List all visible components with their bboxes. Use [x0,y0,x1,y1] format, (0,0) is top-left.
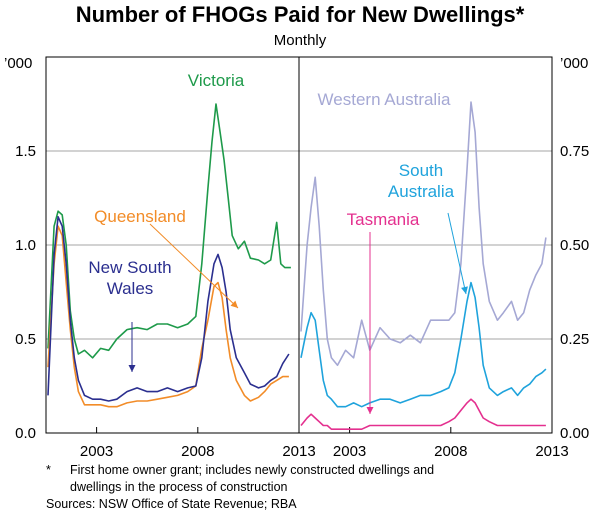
sources-note: Sources: NSW Office of State Revenue; RB… [46,497,297,511]
series-line-queensland [47,225,289,408]
panel-frame [298,56,553,434]
leader-arrowhead [461,286,468,294]
y-tick-label: 0.75 [560,143,589,160]
y-tick-label: 0.25 [560,331,589,348]
series-label-tasmania: Tasmania [347,210,420,229]
x-tick-label: 2013 [282,443,315,460]
chart-panel-right: 0.00 0.25 0.50 0.75 2003 2008 2013 Western Aust… [298,56,589,460]
x-tick-label: 2003 [333,443,366,460]
right-unit-label: ’000 [560,55,588,72]
chart-panels: 0.0 0.5 1.0 1.5 2003 2008 2013 Victoria Queensla… [15,56,589,460]
y-tick-label: 0.0 [15,425,36,442]
series-line-new-south-wales [47,216,290,402]
left-unit-label: ’000 [4,55,32,72]
series-label-new-south-wales: New South [88,258,171,277]
x-tick-label: 2008 [181,443,214,460]
series-label-western-australia: Western Australia [318,90,451,109]
footnote-line-1: First home owner grant; includes newly c… [70,463,434,477]
leader-line [149,223,239,309]
leader-arrowhead [366,407,374,414]
footnote-line-2: dwellings in the process of construction [70,480,288,494]
series-line-western-australia [300,101,547,367]
leader-arrowhead [128,365,136,372]
series-line-tasmania [300,398,546,431]
y-tick-label: 0.50 [560,237,589,254]
y-tick-label: 0.00 [560,425,589,442]
series-label-south-australia: Australia [388,182,455,201]
chart-panel-left: 0.0 0.5 1.0 1.5 2003 2008 2013 Victoria Queensla… [15,56,316,460]
x-tick-label: 2003 [80,443,113,460]
y-tick-label: 0.5 [15,331,36,348]
leader-line [447,212,467,295]
chart-title: Number of FHOGs Paid for New Dwellings* [76,2,525,27]
y-tick-label: 1.0 [15,237,36,254]
series-line-victoria [47,103,291,359]
leader-arrowhead [230,300,238,308]
series-label-new-south-wales: Wales [107,279,154,298]
series-label-victoria: Victoria [188,71,245,90]
series-line-south-australia [300,281,547,408]
series-label-queensland: Queensland [94,207,186,226]
x-tick-label: 2008 [434,443,467,460]
series-label-south-australia: South [399,161,443,180]
y-tick-label: 1.5 [15,143,36,160]
x-tick-label: 2013 [535,443,568,460]
footnote-star: * [46,463,51,477]
chart-subtitle: Monthly [274,32,327,49]
